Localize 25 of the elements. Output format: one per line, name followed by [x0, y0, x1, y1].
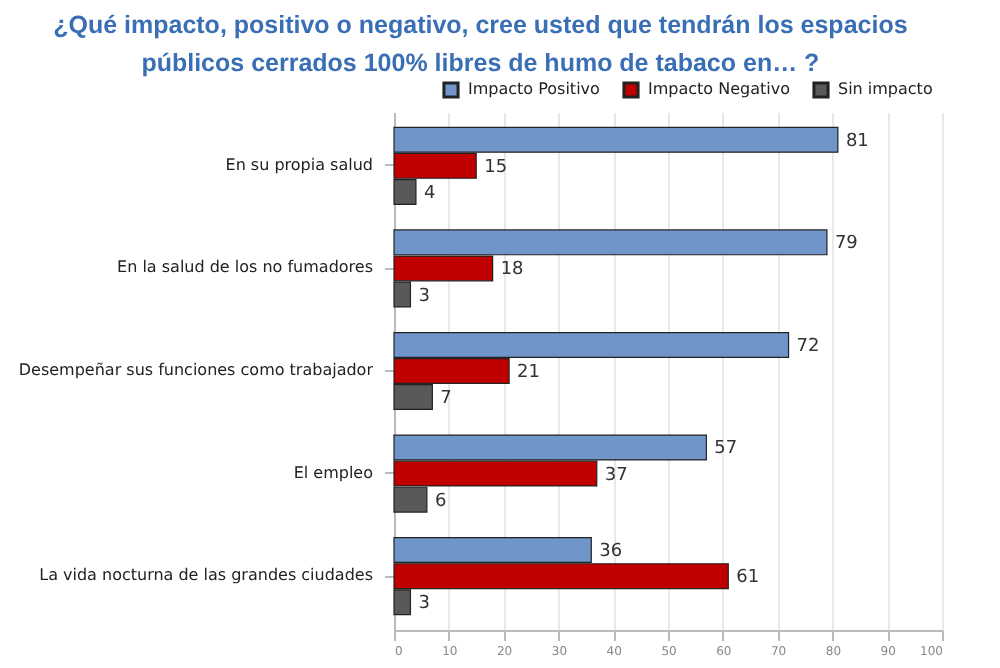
y-tick-label: Desempeñar sus funciones como trabajador	[18, 361, 375, 379]
legend-label: Impacto Positivo	[468, 79, 601, 98]
data-label: 21	[517, 363, 540, 383]
data-label: 36	[599, 542, 623, 563]
data-label: 4	[423, 183, 436, 204]
data-label: 79	[834, 234, 859, 255]
legend-label: Sin impacto	[838, 79, 933, 98]
data-label: 3	[418, 286, 430, 307]
data-label: 61	[736, 568, 760, 589]
text: ¿Qué impacto, positivo o negativo, cree usted que tendrán los espacios	[53, 11, 908, 39]
data-label: 7	[440, 389, 452, 410]
data-label: 18	[500, 260, 525, 281]
y-tick-label: La vida nocturna de las grandes ciudades	[39, 566, 373, 585]
data-label: 57	[714, 439, 738, 460]
data-label: 81	[845, 131, 869, 152]
data-label: 72	[796, 336, 820, 357]
y-tick-label: En su propia salud	[225, 155, 373, 174]
y-tick-label: El empleo	[293, 463, 374, 482]
text: públicos cerrados 100% libres de humo de tabaco en… ?	[141, 49, 820, 77]
data-label: 3	[418, 594, 430, 615]
data-label: 37	[604, 465, 628, 486]
data-label: 15	[484, 157, 508, 178]
legend-label: Impacto Negativo	[648, 79, 791, 98]
y-tick-label: En la salud de los no fumadores	[117, 258, 373, 277]
data-label: 6	[434, 491, 447, 512]
